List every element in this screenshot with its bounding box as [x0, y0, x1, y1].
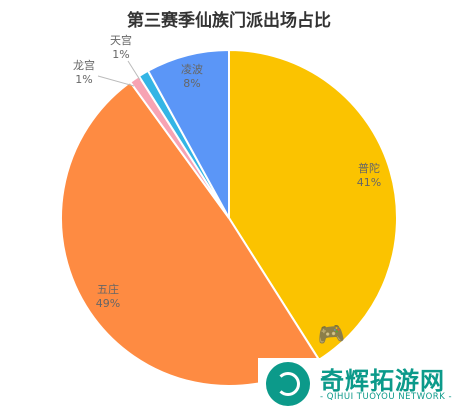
slice-label-4: 凌波	[181, 62, 203, 76]
slice-percent-2: 1%	[75, 73, 92, 86]
slice-label-3: 天宫	[110, 33, 132, 47]
leader-line-0	[97, 75, 135, 87]
slice-label-1: 五庄	[97, 282, 119, 296]
slice-percent-4: 8%	[183, 77, 200, 90]
slice-label-2: 龙宫	[73, 58, 95, 72]
slice-label-0: 普陀	[358, 161, 380, 175]
leader-line-1	[127, 60, 141, 81]
chart-title: 第三赛季仙族门派出场占比	[127, 11, 331, 31]
pie-slice-4	[146, 48, 230, 219]
site-watermark: 奇辉拓游网 - QIHUI TUOYOU NETWORK -	[258, 358, 458, 410]
slice-percent-3: 1%	[112, 48, 129, 61]
pie-slice-1	[60, 80, 321, 387]
site-logo-icon	[266, 362, 310, 406]
watermark-name: 奇辉拓游网	[320, 367, 445, 395]
watermark-subtitle: - QIHUI TUOYOU NETWORK -	[320, 392, 453, 402]
slice-percent-0: 41%	[357, 176, 381, 189]
slice-percent-1: 49%	[96, 297, 120, 310]
